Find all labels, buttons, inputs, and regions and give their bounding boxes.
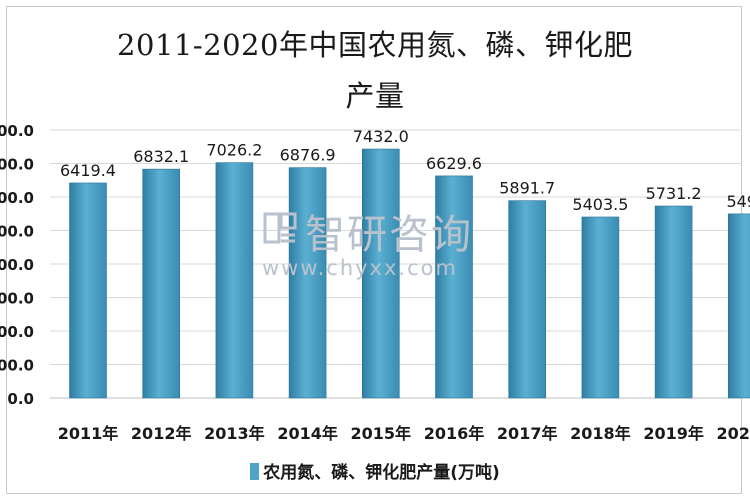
data-label: 7026.2: [206, 141, 262, 160]
y-tick-label: 000.0: [0, 357, 34, 375]
bar: [435, 175, 473, 399]
x-tick-label: 2015年: [351, 424, 412, 443]
watermark-text: 智研咨询: [305, 212, 473, 258]
data-label: 6876.9: [280, 146, 336, 165]
y-tick-label: 000.0: [0, 223, 34, 241]
x-tick-label: 2011年: [58, 424, 119, 443]
x-tick-label: 2020年: [717, 424, 750, 443]
data-label: 5403.5: [572, 195, 628, 214]
y-tick-label: 000.0: [0, 122, 34, 140]
y-tick-label: 000.0: [0, 189, 34, 207]
data-label: 5496: [726, 192, 750, 211]
bar: [288, 167, 327, 399]
bars: [69, 148, 750, 399]
x-tick-label: 2018年: [570, 424, 631, 443]
y-tick-label: 000.0: [0, 256, 34, 274]
watermark-url: www.chyxx.com: [262, 256, 458, 280]
zhiyan-logo-icon: [263, 212, 297, 244]
bar: [581, 216, 620, 399]
x-tick-label: 2017年: [497, 424, 558, 443]
legend: 农用氮、磷、钾化肥产量(万吨): [0, 458, 750, 483]
data-label: 6629.6: [426, 154, 482, 173]
legend-label: 农用氮、磷、钾化肥产量(万吨): [263, 463, 500, 483]
bar: [69, 182, 107, 399]
x-tick-label: 2013年: [204, 424, 265, 443]
y-tick-label: 000.0: [0, 156, 34, 174]
y-tick-label: 0.0: [7, 390, 34, 408]
x-tick-label: 2019年: [643, 424, 704, 443]
x-axis-ticks: 2011年 2012年 2013年 2014年 2015年 2016年 2017年 2018年…: [58, 424, 750, 443]
x-tick-label: 2014年: [277, 424, 338, 443]
bar: [142, 168, 180, 399]
y-axis-ticks: 0.0 000.0 000.0 000.0 000.0 000.0 000.0 000.0 00…: [0, 122, 34, 408]
y-tick-label: 000.0: [0, 290, 34, 308]
chart-title-line2: 产量: [345, 79, 405, 113]
data-labels: 6419.4 6832.1 7026.2 6876.9 7432.0 6629.6 5891…: [60, 127, 750, 214]
data-label: 6419.4: [60, 161, 116, 180]
bar: [361, 148, 400, 399]
bar: [215, 162, 254, 399]
data-label: 7432.0: [353, 127, 409, 146]
bar: [508, 200, 547, 399]
data-label: 5731.2: [646, 184, 702, 203]
data-label: 6832.1: [133, 147, 189, 166]
legend-swatch: [250, 463, 260, 480]
bar: [654, 205, 693, 399]
chart-title: 2011-2020年中国农用氮、磷、钾化肥: [117, 28, 633, 62]
x-tick-label: 2016年: [424, 424, 485, 443]
x-tick-label: 2012年: [131, 424, 192, 443]
data-label: 5891.7: [499, 179, 555, 198]
bar: [727, 213, 750, 399]
y-tick-label: 000.0: [0, 323, 34, 341]
